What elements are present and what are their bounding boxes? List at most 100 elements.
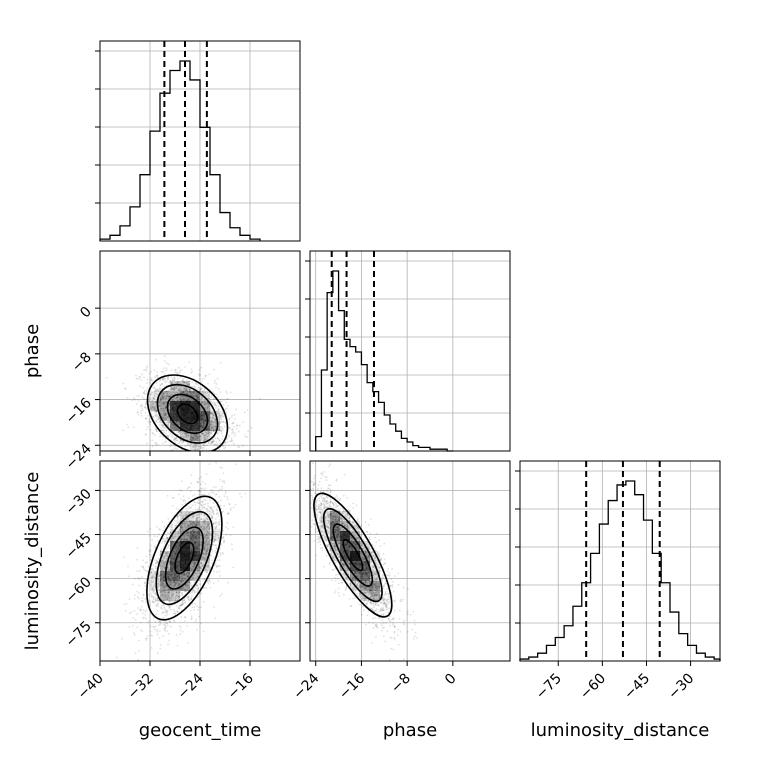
sample-point bbox=[180, 421, 182, 424]
sample-point bbox=[176, 381, 179, 384]
sample-point bbox=[173, 581, 175, 584]
sample-point bbox=[171, 400, 174, 403]
sample-point bbox=[180, 579, 183, 582]
sample-point bbox=[194, 572, 197, 575]
sample-point bbox=[174, 533, 177, 536]
sample-point bbox=[200, 396, 203, 399]
sample-point bbox=[223, 457, 225, 459]
sample-point bbox=[210, 423, 213, 426]
sample-point bbox=[206, 453, 208, 455]
sample-point bbox=[190, 420, 193, 423]
sample-point bbox=[187, 551, 190, 553]
sample-point bbox=[200, 435, 202, 437]
sample-point bbox=[173, 426, 176, 429]
sample-point bbox=[183, 565, 185, 567]
sample-point bbox=[200, 407, 202, 410]
sample-point bbox=[192, 557, 195, 560]
sample-point bbox=[192, 400, 195, 403]
sample-point bbox=[166, 596, 169, 599]
sample-point bbox=[199, 435, 202, 438]
panel-background bbox=[310, 251, 510, 451]
sample-point bbox=[162, 397, 164, 399]
sample-point bbox=[199, 497, 202, 500]
sample-point bbox=[188, 552, 191, 555]
sample-point bbox=[200, 513, 203, 515]
sample-point bbox=[192, 536, 195, 539]
sample-point bbox=[200, 493, 203, 496]
sample-point bbox=[194, 537, 196, 540]
sample-point bbox=[160, 579, 163, 581]
sample-point bbox=[174, 402, 177, 405]
sample-point bbox=[191, 436, 194, 439]
sample-point bbox=[166, 423, 168, 426]
sample-point bbox=[186, 625, 188, 627]
sample-point bbox=[215, 406, 218, 409]
sample-point bbox=[200, 414, 203, 416]
sample-point bbox=[140, 415, 143, 417]
sample-point bbox=[203, 440, 206, 442]
sample-point bbox=[185, 554, 188, 557]
sample-point bbox=[167, 518, 170, 520]
sample-point bbox=[191, 424, 194, 427]
sample-point bbox=[142, 612, 144, 615]
sample-point bbox=[188, 429, 191, 431]
sample-point bbox=[191, 412, 194, 414]
sample-point bbox=[167, 632, 170, 635]
sample-point bbox=[212, 510, 215, 513]
sample-point bbox=[180, 426, 183, 428]
sample-point bbox=[158, 401, 161, 404]
sample-point bbox=[181, 408, 184, 410]
sample-point bbox=[180, 399, 183, 402]
sample-point bbox=[190, 408, 193, 411]
sample-point bbox=[192, 533, 195, 536]
sample-point bbox=[166, 567, 169, 570]
sample-point bbox=[187, 562, 190, 564]
sample-point bbox=[157, 652, 159, 655]
sample-point bbox=[224, 446, 227, 449]
sample-point bbox=[159, 398, 162, 401]
sample-point bbox=[184, 389, 187, 392]
sample-point bbox=[164, 599, 167, 601]
sample-point bbox=[179, 561, 182, 564]
sample-point bbox=[182, 441, 185, 443]
sample-point bbox=[190, 425, 192, 428]
sample-point bbox=[193, 562, 196, 565]
sample-point bbox=[176, 566, 179, 569]
sample-point bbox=[195, 551, 197, 554]
sample-point bbox=[198, 523, 201, 526]
sample-point bbox=[214, 418, 217, 421]
sample-point bbox=[219, 559, 221, 561]
sample-point bbox=[145, 617, 147, 620]
sample-point bbox=[188, 458, 190, 460]
sample-point bbox=[206, 427, 209, 430]
sample-point bbox=[209, 440, 212, 442]
sample-point bbox=[173, 388, 175, 390]
sample-point bbox=[153, 395, 156, 398]
sample-point bbox=[178, 411, 181, 414]
sample-point bbox=[203, 417, 206, 419]
sample-point bbox=[180, 553, 182, 555]
sample-point bbox=[188, 539, 191, 542]
sample-point bbox=[183, 555, 186, 558]
sample-point bbox=[160, 429, 163, 432]
sample-point bbox=[143, 397, 145, 400]
sample-point bbox=[197, 399, 200, 401]
sample-point bbox=[172, 389, 175, 391]
sample-point bbox=[175, 429, 177, 431]
sample-point bbox=[161, 425, 164, 428]
sample-point bbox=[209, 413, 212, 416]
sample-point bbox=[199, 398, 202, 401]
sample-point bbox=[180, 527, 183, 529]
sample-point bbox=[185, 388, 188, 391]
sample-point bbox=[163, 385, 166, 388]
sample-point bbox=[193, 541, 196, 544]
sample-point bbox=[158, 584, 161, 587]
panel-border bbox=[309, 250, 511, 452]
sample-point bbox=[171, 567, 174, 570]
sample-point bbox=[180, 562, 183, 565]
sample-point bbox=[143, 369, 146, 371]
sample-point bbox=[205, 520, 208, 523]
sample-point bbox=[177, 532, 180, 535]
sample-point bbox=[178, 576, 181, 579]
sample-point bbox=[196, 532, 199, 535]
